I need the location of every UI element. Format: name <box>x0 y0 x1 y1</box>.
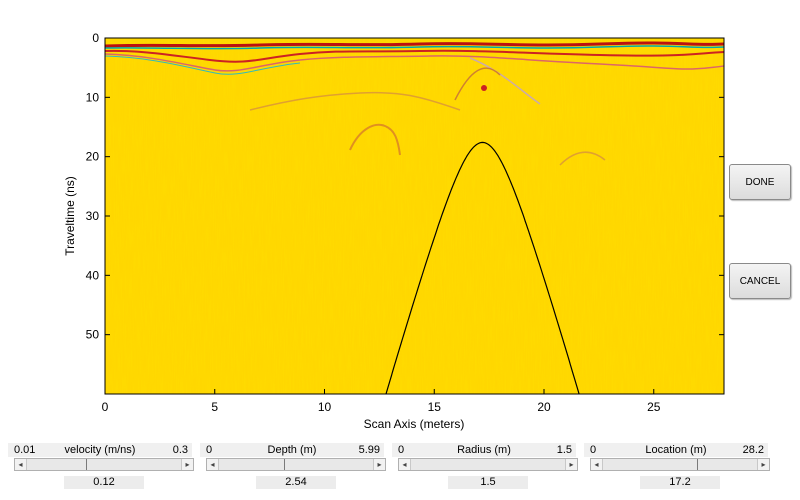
y-tick-label: 20 <box>86 150 100 164</box>
radius-min: 0 <box>398 444 405 456</box>
radius-control: 0 Radius (m) 1.5 ◂ ▸ 1.5 <box>392 443 578 489</box>
radius-label: Radius (m) <box>457 444 511 456</box>
velocity-control: 0.01 velocity (m/ns) 0.3 ◂ ▸ 0.12 <box>8 443 194 489</box>
y-tick-label: 10 <box>86 90 100 104</box>
arrow-left-icon[interactable]: ◂ <box>207 459 219 470</box>
radargram-plot: 0 5 10 15 20 25 0 10 20 30 40 50 Scan Axis (meters… <box>63 31 725 431</box>
depth-max: 5.99 <box>358 444 380 456</box>
location-label: Location (m) <box>645 444 707 456</box>
x-tick-label: 10 <box>318 400 332 414</box>
cancel-button[interactable]: CANCEL <box>729 263 791 299</box>
x-tick-label: 15 <box>428 400 442 414</box>
velocity-slider-thumb[interactable] <box>85 459 87 470</box>
radius-max: 1.5 <box>556 444 572 456</box>
depth-value[interactable]: 2.54 <box>256 476 336 489</box>
surface-reflections <box>105 41 724 166</box>
location-control: 0 Location (m) 28.2 ◂ ▸ 17.2 <box>584 443 770 489</box>
velocity-value[interactable]: 0.12 <box>64 476 144 489</box>
y-tick-label: 50 <box>86 328 100 342</box>
x-tick-label: 5 <box>211 400 218 414</box>
y-tick-label: 40 <box>86 268 100 282</box>
y-axis-ticks: 0 10 20 30 40 50 <box>86 31 724 342</box>
radius-slider[interactable]: ◂ ▸ <box>398 458 578 471</box>
depth-min: 0 <box>206 444 213 456</box>
arrow-left-icon[interactable]: ◂ <box>399 459 411 470</box>
depth-label: Depth (m) <box>267 444 317 456</box>
depth-control: 0 Depth (m) 5.99 ◂ ▸ 2.54 <box>200 443 386 489</box>
velocity-label: velocity (m/ns) <box>64 444 136 456</box>
x-axis-label: Scan Axis (meters) <box>364 417 465 431</box>
arrow-right-icon[interactable]: ▸ <box>565 459 577 470</box>
location-min: 0 <box>590 444 597 456</box>
arrow-right-icon[interactable]: ▸ <box>757 459 769 470</box>
x-axis-ticks: 0 5 10 15 20 25 <box>102 389 661 414</box>
location-max: 28.2 <box>742 444 764 456</box>
arrow-left-icon[interactable]: ◂ <box>591 459 603 470</box>
noise-texture <box>105 38 724 394</box>
done-button[interactable]: DONE <box>729 164 791 200</box>
velocity-min: 0.01 <box>14 444 36 456</box>
y-axis-label: Traveltime (ns) <box>63 176 77 256</box>
x-tick-label: 0 <box>102 400 109 414</box>
plot-area <box>105 38 724 394</box>
radius-value[interactable]: 1.5 <box>448 476 528 489</box>
arrow-left-icon[interactable]: ◂ <box>15 459 27 470</box>
velocity-slider[interactable]: ◂ ▸ <box>14 458 194 471</box>
depth-slider-thumb[interactable] <box>283 459 285 470</box>
y-tick-label: 0 <box>92 31 99 45</box>
y-tick-label: 30 <box>86 209 100 223</box>
x-tick-label: 25 <box>647 400 661 414</box>
depth-slider[interactable]: ◂ ▸ <box>206 458 386 471</box>
fit-hyperbola-curve <box>385 141 580 394</box>
velocity-max: 0.3 <box>172 444 188 456</box>
location-value[interactable]: 17.2 <box>640 476 720 489</box>
location-slider-thumb[interactable] <box>696 459 698 470</box>
arrow-right-icon[interactable]: ▸ <box>181 459 193 470</box>
x-tick-label: 20 <box>537 400 551 414</box>
arrow-right-icon[interactable]: ▸ <box>373 459 385 470</box>
location-slider[interactable]: ◂ ▸ <box>590 458 770 471</box>
